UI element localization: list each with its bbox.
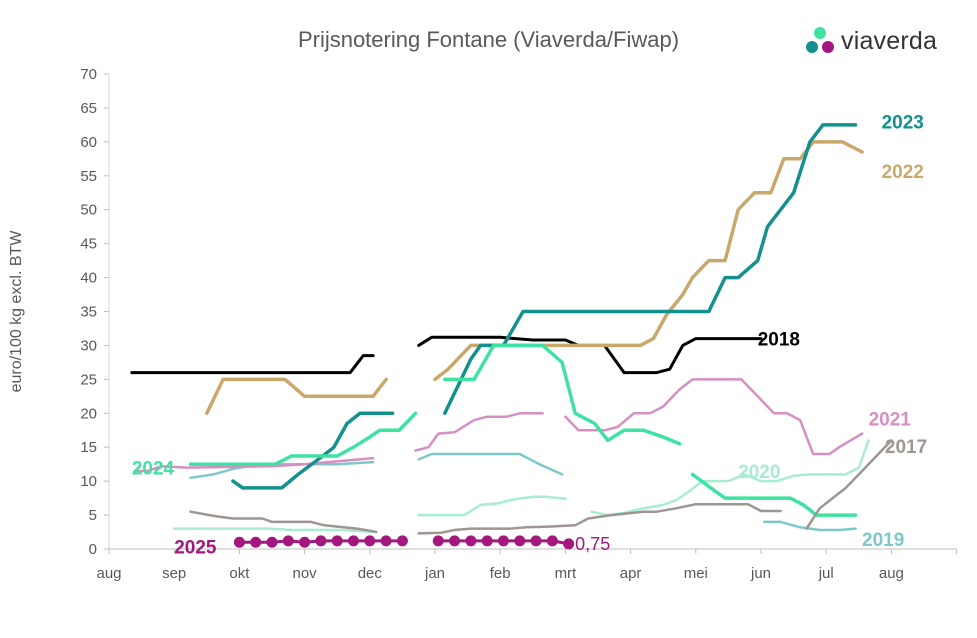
series-label-2017: 2017 — [885, 437, 927, 458]
x-tick-label: mei — [684, 565, 708, 582]
annotation-label: 0,75 — [575, 534, 610, 554]
data-point-2025 — [465, 535, 477, 547]
series-label-2020: 2020 — [738, 462, 780, 483]
data-point-2025 — [432, 535, 444, 547]
data-point-2025 — [331, 535, 343, 547]
series-label-2019: 2019 — [862, 530, 904, 551]
y-tick-label: 30 — [80, 337, 97, 354]
data-point-2025 — [266, 536, 278, 548]
series-line-2023 — [231, 411, 395, 490]
series-line-2018 — [130, 354, 375, 375]
series-line-2020 — [172, 527, 375, 534]
y-tick-label: 10 — [80, 473, 97, 490]
data-point-2025 — [563, 538, 575, 550]
y-tick-label: 55 — [80, 168, 97, 185]
x-tick-label: aug — [879, 565, 904, 582]
y-tick-label: 70 — [80, 66, 97, 83]
x-tick-label: jul — [818, 565, 834, 582]
series-label-2023: 2023 — [882, 113, 924, 134]
data-point-2025 — [449, 535, 461, 547]
y-tick-label: 65 — [80, 100, 97, 117]
series-label-2021: 2021 — [869, 410, 912, 431]
series-label-2018: 2018 — [758, 330, 800, 351]
logo-text: viaverda — [841, 26, 938, 55]
series-line-2017 — [189, 510, 378, 534]
data-point-2025 — [299, 536, 311, 548]
data-point-2025 — [233, 536, 245, 548]
series-line-2019 — [417, 452, 564, 476]
x-tick-label: nov — [293, 565, 318, 582]
series-label-2025: 2025 — [174, 537, 217, 558]
series-labels: 2018 2019 2020 2021 2022 2023 2024 2017 2025 0,75 — [132, 113, 927, 559]
brand-logo: viaverda — [805, 24, 937, 58]
x-tick-label: dec — [358, 565, 383, 582]
data-point-2025 — [396, 535, 408, 547]
y-tick-label: 20 — [80, 405, 97, 422]
series-line-2024 — [443, 343, 682, 446]
series-line-2024 — [188, 411, 418, 466]
series-2021 — [133, 378, 864, 473]
series-label-2024: 2024 — [132, 459, 175, 480]
series-2024 — [188, 343, 858, 517]
y-tick-label: 5 — [89, 507, 97, 524]
y-tick-label: 40 — [80, 270, 97, 287]
series-label-2022: 2022 — [882, 162, 924, 183]
y-tick-label: 50 — [80, 202, 97, 219]
y-tick-label: 45 — [80, 236, 97, 253]
y-tick-label: 35 — [80, 304, 97, 321]
series-line-2021 — [414, 412, 544, 452]
x-tick-label: aug — [96, 565, 121, 582]
data-point-2025 — [546, 535, 558, 547]
x-tick-label: feb — [490, 565, 511, 582]
series-line-2022 — [205, 377, 388, 416]
data-point-2025 — [348, 535, 359, 547]
series-line-2018 — [417, 335, 763, 375]
data-point-2025 — [530, 535, 542, 547]
series-layer — [130, 123, 893, 550]
series-line-2023 — [443, 123, 858, 416]
data-point-2025 — [282, 535, 294, 547]
series-2020 — [172, 439, 870, 534]
series-line-2021 — [133, 456, 375, 473]
y-axis-label: euro/100 kg excl. BTW — [8, 230, 25, 393]
series-line-2021 — [564, 378, 864, 456]
series-line-2020 — [417, 495, 567, 517]
chart-title: Prijsnotering Fontane (Viaverda/Fiwap) — [297, 27, 680, 52]
data-point-2025 — [315, 535, 327, 547]
data-point-2025 — [364, 535, 376, 547]
x-tick-label: apr — [620, 565, 642, 582]
viaverda-logo-icon — [806, 27, 834, 53]
series-2017 — [189, 439, 893, 535]
data-point-2025 — [380, 535, 392, 547]
series-2023 — [231, 123, 858, 490]
series-line-2017 — [805, 439, 893, 530]
series-line-2019 — [763, 520, 857, 532]
x-tick-label: sep — [162, 565, 186, 582]
x-tick-label: okt — [229, 565, 250, 582]
x-tick-label: mrt — [555, 565, 577, 582]
series-line-2017 — [417, 502, 782, 535]
series-2018 — [130, 335, 763, 375]
series-line-2020 — [590, 439, 870, 517]
data-point-2025 — [250, 536, 262, 548]
x-tick-label: jun — [750, 565, 771, 582]
y-tick-label: 60 — [80, 134, 97, 151]
x-tick-label: jan — [424, 565, 445, 582]
y-tick-label: 0 — [89, 541, 97, 558]
y-tick-label: 25 — [80, 371, 97, 388]
data-point-2025 — [481, 535, 493, 547]
data-point-2025 — [514, 535, 526, 547]
data-point-2025 — [497, 535, 509, 547]
series-2025 — [233, 535, 575, 550]
y-tick-label: 15 — [80, 439, 97, 456]
